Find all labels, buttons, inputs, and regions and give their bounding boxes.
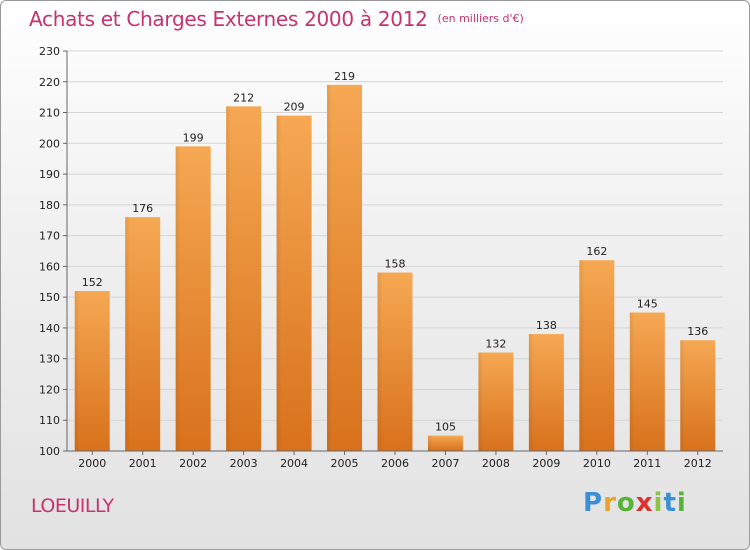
data-label: 152 [82, 276, 103, 289]
data-label: 209 [284, 101, 305, 114]
x-tick-label: 2010 [583, 457, 611, 470]
bar-shade [125, 217, 131, 451]
x-tick-label: 2002 [179, 457, 207, 470]
bar-shade [175, 146, 181, 451]
bar-shade [226, 106, 232, 451]
y-tick-label: 120 [39, 383, 60, 396]
data-label: 145 [637, 298, 658, 311]
bar [629, 312, 665, 451]
bar-shade [74, 291, 80, 451]
logo-letter: x [635, 488, 654, 518]
x-tick-label: 2007 [431, 457, 459, 470]
y-tick-label: 170 [39, 230, 60, 243]
x-tick-label: 2005 [331, 457, 359, 470]
bar [427, 435, 463, 451]
y-tick-label: 230 [39, 45, 60, 58]
y-tick-label: 140 [39, 322, 60, 335]
bar-shade [629, 312, 635, 451]
y-tick-label: 150 [39, 291, 60, 304]
logo-letter: r [603, 488, 617, 518]
y-tick-label: 100 [39, 445, 60, 458]
bar-shade [579, 260, 585, 451]
bars: 152 176 199 212 209 219 158 105 132 138 162 145 136 [74, 70, 716, 451]
bar [276, 115, 312, 451]
bar [478, 352, 514, 451]
bar [377, 272, 413, 451]
chart-title: Achats et Charges Externes 2000 à 2012 (e… [29, 7, 524, 31]
bar [528, 334, 564, 451]
bar [579, 260, 615, 451]
bar-shade [478, 352, 484, 451]
x-tick-label: 2003 [230, 457, 258, 470]
bar-shade [327, 84, 333, 451]
y-tick-label: 210 [39, 107, 60, 120]
bar-shade [377, 272, 383, 451]
y-tick-label: 190 [39, 168, 60, 181]
y-tick-label: 200 [39, 137, 60, 150]
x-tick-label: 2009 [532, 457, 560, 470]
chart-subtitle: (en milliers d'€) [437, 12, 524, 25]
data-label: 162 [586, 245, 607, 258]
x-tick-label: 2008 [482, 457, 510, 470]
x-tick-label: 2011 [633, 457, 661, 470]
data-label: 132 [485, 338, 506, 351]
bar [125, 217, 161, 451]
y-tick-label: 110 [39, 414, 60, 427]
x-tick-label: 2000 [78, 457, 106, 470]
chart-title-text: Achats et Charges Externes 2000 à 2012 [29, 7, 428, 31]
y-tick-label: 130 [39, 353, 60, 366]
data-label: 105 [435, 421, 456, 434]
logo-letter: o [616, 488, 636, 518]
logo-letter: P [583, 488, 604, 518]
x-tick-label: 2004 [280, 457, 308, 470]
y-tick-label: 160 [39, 260, 60, 273]
data-label: 158 [385, 258, 406, 271]
x-tick-label: 2001 [129, 457, 157, 470]
logo-letter: t [663, 488, 677, 518]
bar [226, 106, 262, 451]
y-tick-label: 220 [39, 76, 60, 89]
y-axis: 100 110 120 130 140 150 160 170 180 190 200 210 220 2… [39, 45, 68, 458]
bar [74, 291, 110, 451]
data-label: 136 [687, 325, 708, 338]
data-label: 138 [536, 319, 557, 332]
proxiti-logo: Proxiti [583, 488, 687, 518]
y-tick-label: 180 [39, 199, 60, 212]
logo-letter: i [676, 488, 687, 518]
x-tick-label: 2012 [684, 457, 712, 470]
bar-shade [276, 115, 282, 451]
location-label: LOEUILLY [31, 495, 114, 517]
x-tick-label: 2006 [381, 457, 409, 470]
data-label: 219 [334, 70, 355, 83]
bar [327, 84, 363, 451]
bar [175, 146, 211, 451]
data-label: 212 [233, 91, 254, 104]
bar-shade [528, 334, 534, 451]
data-label: 199 [183, 131, 204, 144]
bar [680, 340, 716, 451]
logo-letter: i [653, 488, 664, 518]
bar-shade [427, 435, 433, 451]
data-label: 176 [132, 202, 153, 215]
bar-shade [680, 340, 686, 451]
x-axis: 2000 2001 2002 2003 2004 2005 2006 2007 2008 2009… [67, 450, 723, 470]
